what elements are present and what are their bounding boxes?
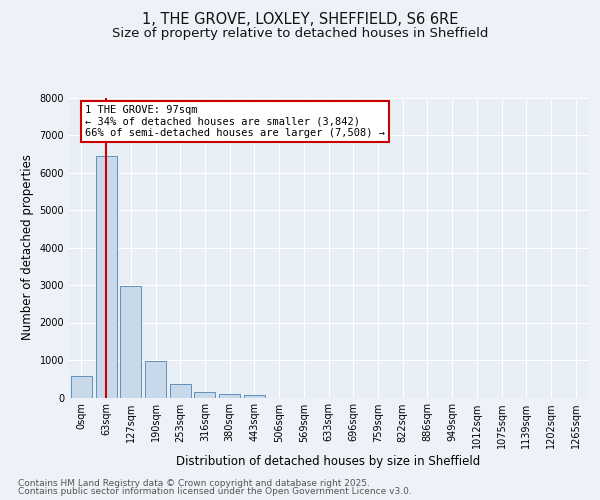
- Text: Contains public sector information licensed under the Open Government Licence v3: Contains public sector information licen…: [18, 487, 412, 496]
- X-axis label: Distribution of detached houses by size in Sheffield: Distribution of detached houses by size …: [176, 455, 481, 468]
- Bar: [244, 395, 265, 398]
- Bar: [71, 376, 92, 398]
- Bar: [95, 156, 116, 398]
- Text: Contains HM Land Registry data © Crown copyright and database right 2025.: Contains HM Land Registry data © Crown c…: [18, 478, 370, 488]
- Bar: [145, 361, 166, 398]
- Bar: [219, 394, 240, 398]
- Y-axis label: Number of detached properties: Number of detached properties: [21, 154, 34, 340]
- Text: Size of property relative to detached houses in Sheffield: Size of property relative to detached ho…: [112, 28, 488, 40]
- Text: 1, THE GROVE, LOXLEY, SHEFFIELD, S6 6RE: 1, THE GROVE, LOXLEY, SHEFFIELD, S6 6RE: [142, 12, 458, 28]
- Bar: [194, 392, 215, 398]
- Text: 1 THE GROVE: 97sqm
← 34% of detached houses are smaller (3,842)
66% of semi-deta: 1 THE GROVE: 97sqm ← 34% of detached hou…: [85, 105, 385, 138]
- Bar: [120, 286, 141, 398]
- Bar: [170, 384, 191, 398]
